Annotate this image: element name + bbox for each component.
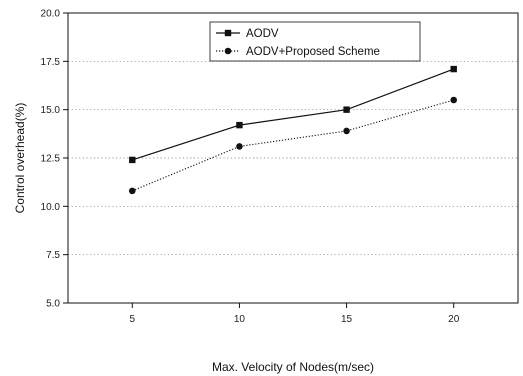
y-tick-label: 5.0 bbox=[46, 299, 60, 310]
series-group bbox=[128, 65, 458, 195]
y-tick-label: 7.5 bbox=[46, 250, 60, 261]
legend-label: AODV bbox=[246, 28, 279, 40]
legend-marker-square bbox=[224, 29, 232, 37]
x-tick-label: 10 bbox=[234, 314, 246, 325]
y-axis: 5.0 7.5 10.0 12.5 15.0 17.5 20.0 bbox=[41, 9, 68, 310]
series-line-1 bbox=[132, 99, 454, 192]
data-point bbox=[450, 65, 457, 73]
series-line-0 bbox=[132, 68, 454, 161]
y-tick-label: 12.5 bbox=[41, 154, 61, 165]
legend-box bbox=[209, 21, 421, 62]
data-point bbox=[343, 127, 350, 135]
data-point bbox=[236, 143, 243, 150]
data-point bbox=[128, 187, 136, 195]
x-axis: 5 10 15 20 bbox=[130, 303, 460, 325]
legend-marker-circle bbox=[224, 47, 232, 55]
data-point bbox=[343, 106, 350, 113]
y-tick-label: 20.0 bbox=[41, 9, 61, 20]
data-point bbox=[450, 96, 458, 104]
x-tick-label: 20 bbox=[448, 314, 460, 325]
y-tick-label: 10.0 bbox=[41, 202, 61, 213]
x-axis-title: Max. Velocity of Nodes(m/sec) bbox=[212, 360, 374, 374]
x-tick-label: 15 bbox=[341, 314, 353, 325]
legend: AODV AODV+Proposed Scheme bbox=[209, 21, 421, 62]
legend-label: AODV+Proposed Scheme bbox=[246, 46, 380, 58]
x-tick-label: 5 bbox=[130, 314, 136, 325]
data-point bbox=[129, 156, 136, 164]
y-tick-label: 15.0 bbox=[41, 105, 61, 116]
data-point bbox=[236, 121, 243, 129]
y-axis-title: Control overhead(%) bbox=[13, 103, 27, 214]
grid-lines bbox=[68, 60, 518, 256]
y-tick-label: 17.5 bbox=[41, 57, 61, 68]
